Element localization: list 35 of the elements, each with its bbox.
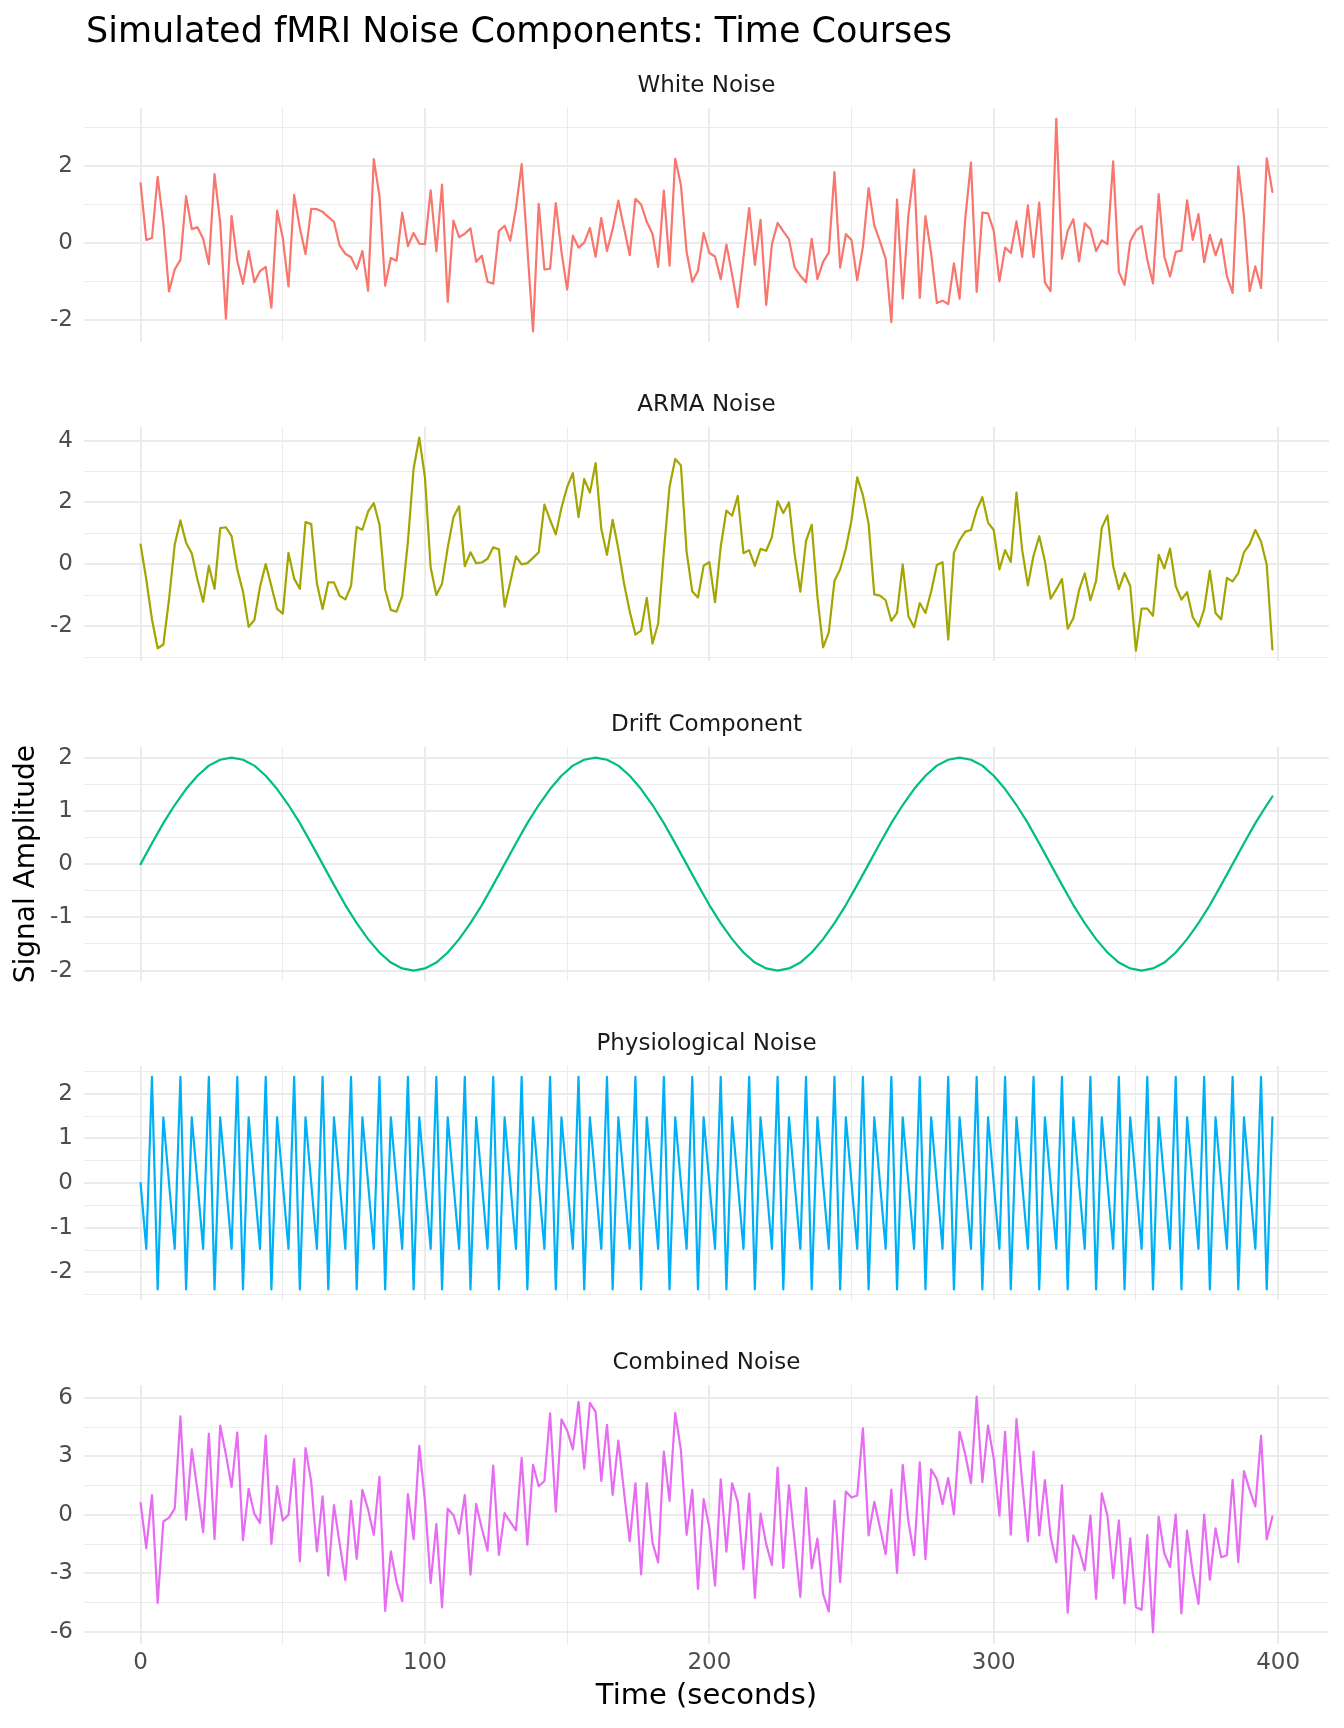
y-tick-label: 2 <box>58 742 73 769</box>
y-tick-label: 4 <box>58 425 73 452</box>
y-tick-label: 0 <box>58 227 73 254</box>
chart-subtitle: Drift Component <box>610 709 803 736</box>
y-tick-label: 0 <box>58 1499 73 1526</box>
x-axis-title: Time (seconds) <box>594 1676 818 1711</box>
y-tick-label: -2 <box>50 1257 73 1284</box>
chart-subtitle: Physiological Noise <box>596 1028 817 1055</box>
x-tick-label: 300 <box>971 1647 1016 1674</box>
chart-subtitle: White Noise <box>637 70 776 97</box>
y-tick-label: 0 <box>58 848 73 875</box>
x-tick-label: 400 <box>1256 1647 1301 1674</box>
y-tick-label: 0 <box>58 1167 73 1194</box>
chart-subtitle: Combined Noise <box>612 1347 801 1374</box>
chart-title: Simulated fMRI Noise Components: Time Courses <box>86 9 953 51</box>
x-tick-label: 200 <box>687 1647 732 1674</box>
y-tick-label: 2 <box>58 1078 73 1105</box>
x-tick-label: 0 <box>133 1647 148 1674</box>
y-tick-label: 2 <box>58 151 73 178</box>
y-tick-label: -6 <box>50 1616 73 1643</box>
y-axis-title: Signal Amplitude <box>8 744 42 983</box>
y-tick-label: -2 <box>50 955 73 982</box>
y-tick-label: 0 <box>58 549 73 576</box>
y-tick-label: -3 <box>50 1558 73 1585</box>
y-tick-label: -2 <box>50 611 73 638</box>
y-tick-label: -1 <box>50 1212 73 1239</box>
y-tick-label: 6 <box>58 1382 73 1409</box>
y-tick-label: -1 <box>50 901 73 928</box>
y-tick-label: 1 <box>58 1123 73 1150</box>
y-tick-label: 1 <box>58 795 73 822</box>
y-tick-label: 2 <box>58 487 73 514</box>
x-tick-label: 100 <box>403 1647 447 1674</box>
y-tick-label: -2 <box>50 304 73 331</box>
y-tick-label: 3 <box>58 1441 73 1468</box>
chart-subtitle: ARMA Noise <box>637 390 776 417</box>
